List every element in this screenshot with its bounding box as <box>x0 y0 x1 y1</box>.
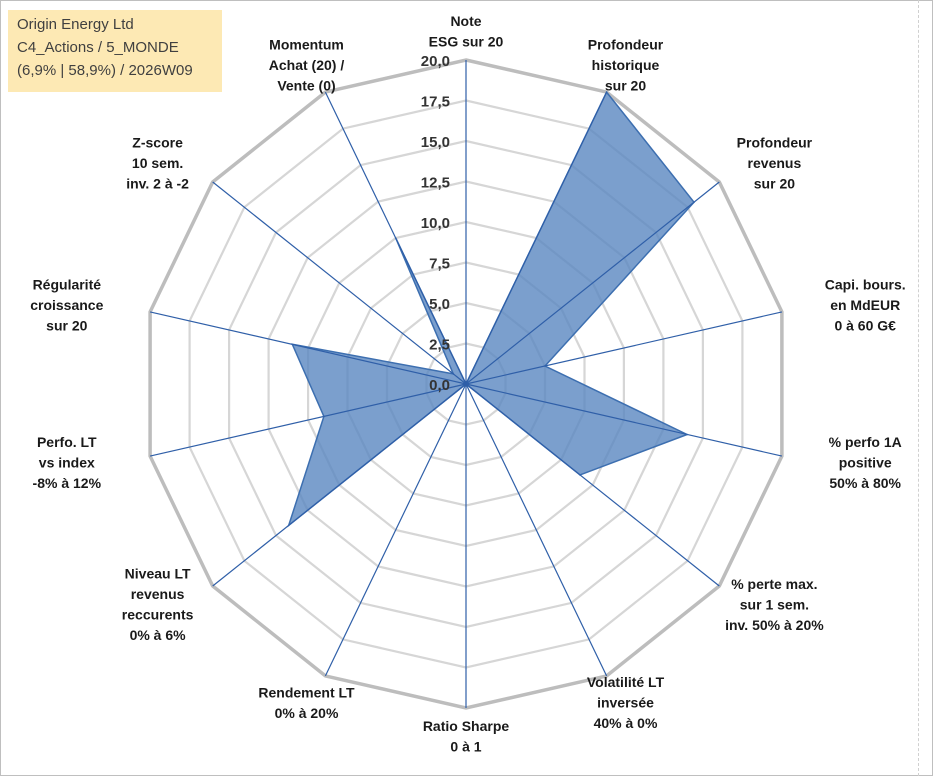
axis-label: Rendement LT 0% à 20% <box>258 684 355 721</box>
axis-label-line: revenus <box>131 586 185 602</box>
tick-label: 15,0 <box>421 134 450 151</box>
axis-spoke <box>324 91 467 385</box>
axis-label-line: % perte max. <box>731 576 817 592</box>
axis-label-line: Note <box>450 13 481 29</box>
axis-label: Profondeur revenus sur 20 <box>737 135 813 192</box>
axis-label-line: 40% à 0% <box>594 715 658 731</box>
axis-spoke <box>324 383 467 677</box>
axis-label-line: sur 20 <box>46 318 87 334</box>
axis-label-line: Volatilité LT <box>587 674 665 690</box>
axis-label-line: sur 20 <box>605 77 646 93</box>
axis-label-line: 50% à 80% <box>829 475 901 491</box>
axis-label: % perte max. sur 1 sem. inv. 50% à 20% <box>725 576 824 633</box>
axis-spoke <box>149 383 467 457</box>
company-name: Origin Energy Ltd <box>17 16 134 33</box>
axis-label: % perfo 1A positive 50% à 80% <box>829 434 902 491</box>
axis-label-line: Ratio Sharpe <box>423 718 510 734</box>
tick-label: 12,5 <box>421 175 450 192</box>
axis-label-line: 0 à 60 G€ <box>834 318 896 334</box>
axis-spoke <box>465 311 783 385</box>
tick-label: 17,5 <box>421 94 450 111</box>
tick-label: 10,0 <box>421 215 450 232</box>
axis-label-line: 0% à 6% <box>130 627 187 643</box>
axis-spoke <box>465 383 783 457</box>
axis-label: Ratio Sharpe 0 à 1 <box>423 718 510 755</box>
category-label: C4_Actions / 5_MONDE <box>17 39 179 56</box>
axis-label-line: en MdEUR <box>830 297 900 313</box>
axis-label-line: 0% à 20% <box>275 705 339 721</box>
axis-label: Momentum Achat (20) / Vente (0) <box>269 36 345 93</box>
axis-label: Régularité croissance sur 20 <box>30 277 103 334</box>
axis-label-line: positive <box>839 455 892 471</box>
stats-label: (6,9% | 58,9%) / 2026W09 <box>17 62 193 79</box>
axis-label-line: historique <box>592 57 660 73</box>
axis-label-line: Régularité <box>33 277 102 293</box>
axis-label-line: Achat (20) / <box>269 57 345 73</box>
axis-label-line: Vente (0) <box>277 77 335 93</box>
axis-label-line: ESG sur 20 <box>429 34 504 50</box>
tick-label: 20,0 <box>421 53 450 70</box>
axis-spoke <box>212 181 467 385</box>
axis-spoke <box>465 91 608 385</box>
axis-label-line: vs index <box>39 455 95 471</box>
axis-label: Z-score 10 sem. inv. 2 à -2 <box>126 135 189 192</box>
axis-spoke <box>465 383 608 677</box>
axis-spoke <box>212 383 467 587</box>
axis-label-line: croissance <box>30 297 103 313</box>
axis-spoke <box>149 311 467 385</box>
axis-label: Capi. bours. en MdEUR 0 à 60 G€ <box>825 277 906 334</box>
tick-label: 7,5 <box>429 256 450 273</box>
axis-label-line: Perfo. LT <box>37 434 97 450</box>
axis-label-line: Rendement LT <box>258 684 355 700</box>
axis-label-line: inv. 50% à 20% <box>725 617 824 633</box>
tick-label: 5,0 <box>429 296 450 313</box>
axis-spoke <box>465 181 720 385</box>
axis-label: Niveau LT revenus reccurents 0% à 6% <box>122 566 194 644</box>
axis-spoke <box>465 383 720 587</box>
tick-label: 2,5 <box>429 337 450 354</box>
axis-label: Note ESG sur 20 <box>429 13 504 50</box>
axis-label-line: % perfo 1A <box>829 434 902 450</box>
radar-spokes <box>149 60 783 708</box>
axis-label-line: inversée <box>597 695 654 711</box>
axis-label-line: Capi. bours. <box>825 277 906 293</box>
info-box: Origin Energy Ltd C4_Actions / 5_MONDE (… <box>8 10 222 92</box>
page-break-line <box>918 0 919 776</box>
axis-label-line: 10 sem. <box>132 155 183 171</box>
axis-label-line: -8% à 12% <box>33 475 102 491</box>
axis-label-line: reccurents <box>122 607 194 623</box>
axis-label-line: Profondeur <box>588 36 664 52</box>
axis-label-line: 0 à 1 <box>450 739 481 755</box>
axis-label-line: revenus <box>748 155 802 171</box>
axis-label: Profondeur historique sur 20 <box>588 36 664 93</box>
axis-label-line: sur 20 <box>754 176 795 192</box>
axis-label: Volatilité LT inversée 40% à 0% <box>587 674 665 731</box>
axis-label-line: Z-score <box>132 135 183 151</box>
axis-label-line: Niveau LT <box>125 566 191 582</box>
tick-label: 0,0 <box>429 377 450 394</box>
axis-label: Perfo. LT vs index -8% à 12% <box>33 434 102 491</box>
radar-tick-labels: 0,0 2,5 5,0 7,5 10,0 12,5 15,0 17,5 20,0 <box>421 53 450 394</box>
radar-axis-labels: Note ESG sur 20 Profondeur historique sur 20… <box>30 13 905 755</box>
axis-label-line: Profondeur <box>737 135 813 151</box>
axis-label-line: sur 1 sem. <box>740 597 809 613</box>
axis-label-line: inv. 2 à -2 <box>126 176 189 192</box>
axis-label-line: Momentum <box>269 36 344 52</box>
